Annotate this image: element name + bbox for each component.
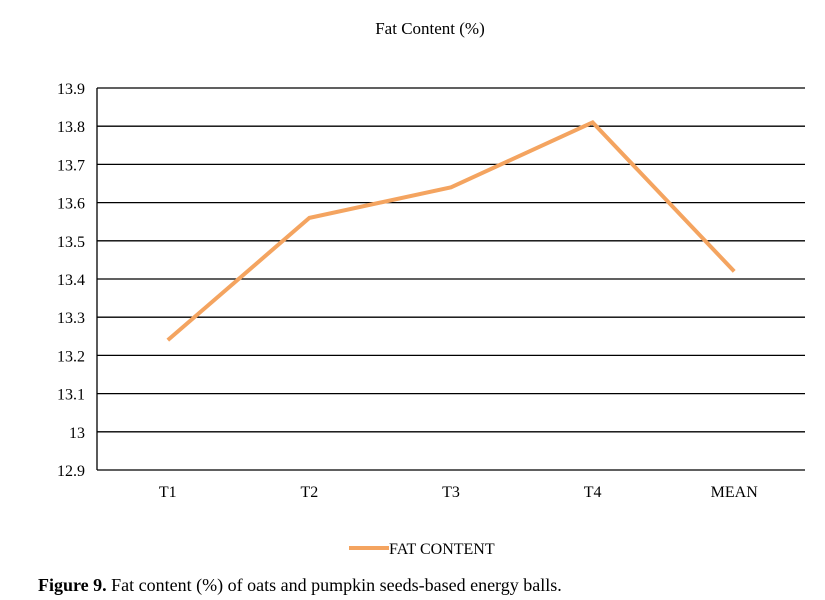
x-tick-label: T4 — [584, 484, 602, 501]
y-tick-label: 13.6 — [57, 196, 85, 213]
figure-caption: Figure 9. Fat content (%) of oats and pu… — [38, 575, 562, 596]
legend-label: FAT CONTENT — [389, 541, 495, 558]
x-tick-label: MEAN — [711, 484, 759, 501]
figure-caption-label: Figure 9. — [38, 575, 107, 595]
x-tick-label: T2 — [301, 484, 319, 501]
chart-title: Fat Content (%) — [375, 19, 485, 38]
y-tick-label: 13.7 — [57, 157, 85, 174]
y-tick-label: 13.4 — [57, 272, 85, 289]
x-tick-label: T3 — [442, 484, 460, 501]
y-tick-label: 12.9 — [57, 463, 85, 480]
y-tick-label: 13.1 — [57, 387, 85, 404]
figure-caption-text: Fat content (%) of oats and pumpkin seed… — [106, 575, 562, 595]
y-tick-label: 13.9 — [57, 81, 85, 98]
y-tick-label: 13.2 — [57, 348, 85, 365]
y-tick-label: 13.5 — [57, 234, 85, 251]
x-tick-label: T1 — [159, 484, 177, 501]
y-tick-label: 13.3 — [57, 310, 85, 327]
series-line — [166, 119, 736, 342]
y-tick-label: 13 — [69, 425, 85, 442]
y-tick-label: 13.8 — [57, 119, 85, 136]
